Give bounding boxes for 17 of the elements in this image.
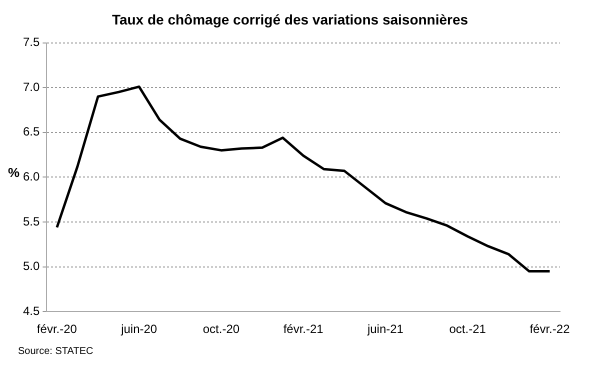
y-tick-label: 5.5 <box>22 214 40 228</box>
x-tick-label: févr.-20 <box>36 322 78 336</box>
y-tick-label: 7.0 <box>22 80 40 94</box>
chart-title: Taux de chômage corrigé des variations saisonnières <box>112 11 468 28</box>
x-tick-label: oct.-20 <box>202 322 240 336</box>
y-tick-label: 4.5 <box>22 304 40 318</box>
y-tick-label: 7.5 <box>22 35 40 50</box>
x-tick-label: juin-21 <box>366 322 404 336</box>
source-note: Source: STATEC <box>18 346 94 357</box>
y-tick-label: 5.0 <box>22 259 40 274</box>
x-tick-label: oct.-21 <box>449 322 486 336</box>
y-tick-label: 6.0 <box>22 170 40 184</box>
y-tick-label: 6.5 <box>22 124 40 139</box>
x-tick-label: févr.-22 <box>530 322 570 336</box>
y-axis-title: % <box>8 165 20 180</box>
x-tick-label: févr.-21 <box>283 322 324 336</box>
x-tick-label: juin-20 <box>120 322 158 336</box>
